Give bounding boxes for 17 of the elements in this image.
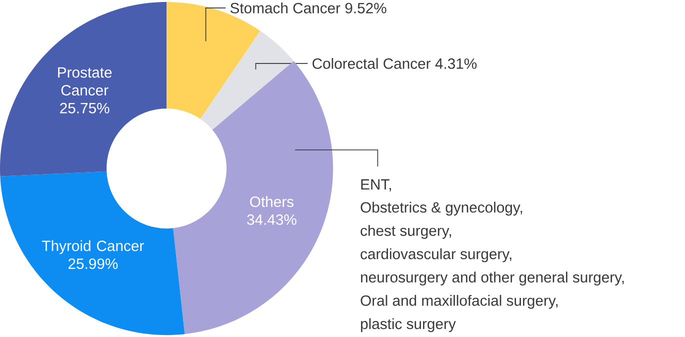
slice-label: Thyroid Cancer [42,240,144,254]
data-label: 4.31% [435,58,477,69]
data-label: 34.43% [247,214,296,225]
slice-label: Others [250,196,294,208]
text: cardiovascular surgery, [360,248,512,262]
data-label: 25.75% [60,102,110,114]
slice-label: Prostate Cancer [58,67,112,96]
text: plastic surgery [361,318,456,332]
text: chest surgery, [360,225,451,239]
data-label: 25.99% [68,258,118,269]
text: Obstetrics & gynecology, [360,202,522,216]
slice-label: Stomach Cancer [230,2,340,14]
text: Oral and maxillofacial surgery, [360,294,558,309]
data-label: 9.52% [345,2,386,14]
text: neurosurgery and other general surgery, [361,272,624,286]
text: ENT, [361,179,391,192]
slice-label: Colorectal Cancer [312,58,431,69]
